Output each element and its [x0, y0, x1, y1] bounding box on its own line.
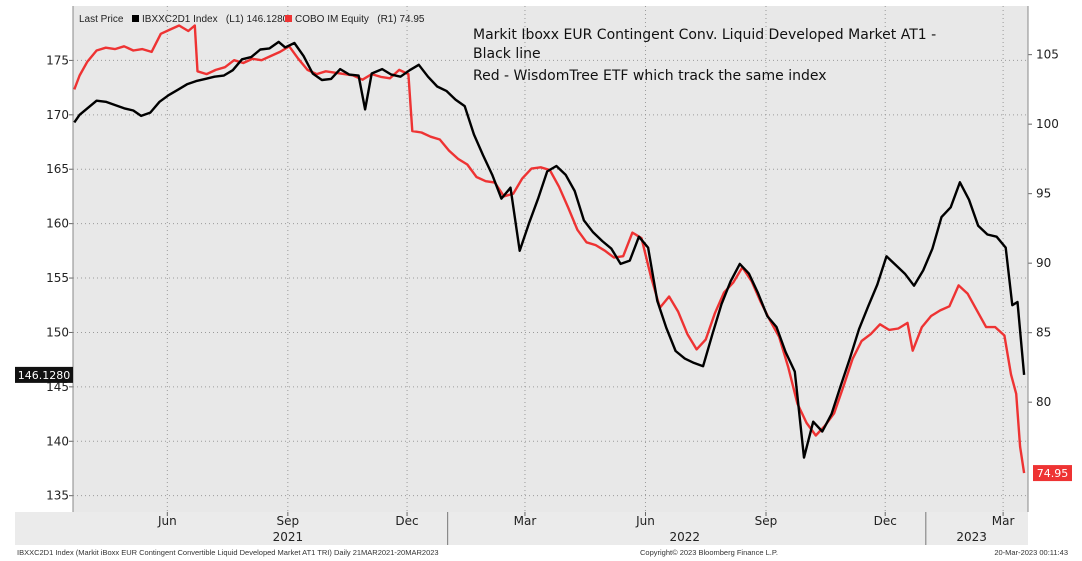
annotation: Markit Iboxx EUR Contingent Conv. Liquid… [473, 27, 936, 84]
x-tick-label: Dec [874, 514, 897, 528]
x-axis: Jun Sep Dec Mar Jun Sep Dec Mar 2021 2022 2023 [157, 512, 1015, 545]
series2-swatch [285, 15, 292, 22]
y-left-tick-label: 170 [46, 108, 69, 122]
y-left-tick-label: 165 [46, 162, 69, 176]
y-right-tick-label: 95 [1036, 187, 1051, 201]
x-year-label: 2023 [956, 530, 987, 544]
x-axis-band [15, 512, 1028, 545]
annotation-line-1: Markit Iboxx EUR Contingent Conv. Liquid… [473, 27, 936, 43]
y-left-tick-label: 160 [46, 217, 69, 231]
footer-right: 20-Mar-2023 00:11:43 [994, 548, 1068, 557]
last-value-tag-right [1033, 465, 1072, 482]
y-left-tick-label: 140 [46, 434, 69, 448]
y-left-tick-label: 135 [46, 489, 69, 503]
y-right-tick-label: 85 [1036, 326, 1051, 340]
y-left-tick-label: 155 [46, 271, 69, 285]
x-tick-label: Sep [277, 514, 300, 528]
y-axis-right: 80 85 90 95 100 105 [1027, 6, 1059, 512]
series-lines [73, 24, 1026, 474]
y-left-tick-label: 175 [46, 53, 69, 67]
last-price-label: Last Price [79, 14, 124, 25]
x-tick-label: Mar [514, 514, 537, 528]
x-year-label: 2021 [273, 530, 304, 544]
x-tick-label: Dec [395, 514, 418, 528]
y-right-tick-label: 105 [1036, 48, 1059, 62]
y-axis-left: 135 140 145 150 155 160 165 170 175 [46, 6, 74, 512]
last-value-left-text: 146.1280 [18, 369, 71, 382]
series2-label: COBO IM Equity (R1) 74.95 [295, 14, 425, 25]
series1-label: IBXXC2D1 Index (L1) 146.1280 [142, 14, 289, 25]
annotation-line-2: Black line [473, 46, 541, 62]
footer: IBXXC2D1 Index (Markit iBoxx EUR Conting… [17, 548, 1068, 557]
x-tick-label: Jun [157, 514, 177, 528]
series-line-ibxxc2d1 [73, 40, 1026, 459]
series1-swatch [132, 15, 139, 22]
footer-center: Copyright© 2023 Bloomberg Finance L.P. [640, 548, 778, 557]
x-tick-label: Mar [992, 514, 1015, 528]
last-value-tag-left [15, 366, 73, 383]
x-tick-label: Sep [755, 514, 778, 528]
y-right-tick-label: 90 [1036, 256, 1051, 270]
y-right-tick-label: 80 [1036, 395, 1051, 409]
plot-area [73, 6, 1028, 512]
y-right-tick-label: 100 [1036, 117, 1059, 131]
annotation-line-3: Red - WisdomTree ETF which track the sam… [473, 68, 827, 84]
last-value-right-text: 74.95 [1037, 467, 1069, 480]
y-left-tick-label: 145 [46, 380, 69, 394]
y-left-tick-label: 150 [46, 325, 69, 339]
footer-left: IBXXC2D1 Index (Markit iBoxx EUR Conting… [17, 548, 439, 557]
x-year-label: 2022 [670, 530, 701, 544]
x-tick-label: Jun [635, 514, 655, 528]
legend-header: Last Price IBXXC2D1 Index (L1) 146.1280 … [79, 14, 425, 25]
